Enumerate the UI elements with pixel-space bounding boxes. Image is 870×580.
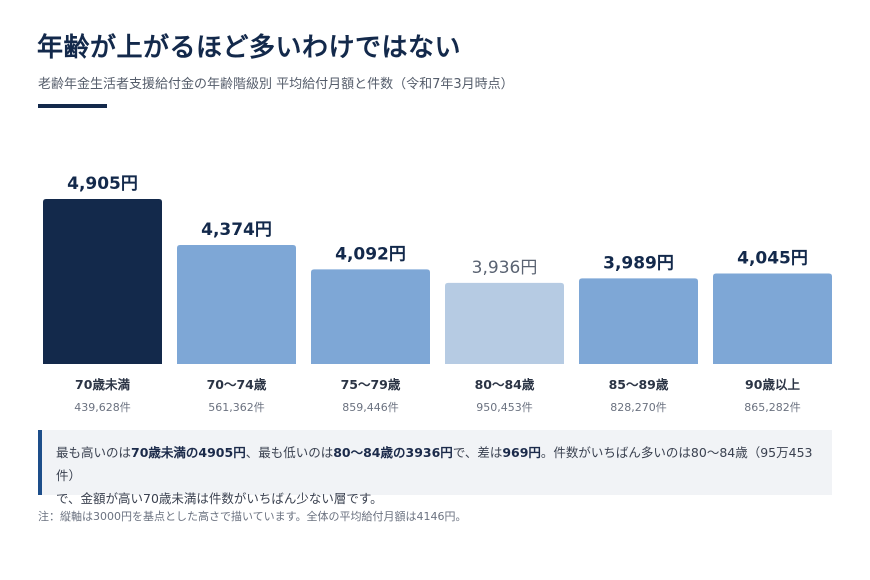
summary-line-2: で、金額が高い70歳未満は件数がいちばん少ない層です。	[56, 491, 383, 506]
page-title: 年齢が上がるほど多いわけではない	[37, 33, 462, 63]
bar-chart: 4,905円 70歳未満 439,628件 4,374円 70〜74歳 561,362件 4…	[43, 174, 832, 414]
bar	[445, 282, 564, 364]
bar-value-label: 4,374円	[201, 220, 272, 240]
bar	[43, 199, 162, 364]
summary-text: 、最も低いのは	[245, 445, 334, 460]
summary-highlight: 80〜84歳の3936円	[333, 445, 453, 460]
footnote: 注：縦軸は3000円を基点とした高さで描いています。全体の平均給付月額は4146…	[38, 510, 467, 523]
bar	[713, 273, 832, 364]
summary-line-1: 最も高いのは70歳未満の4905円、最も低いのは80〜84歳の3936円で、差は…	[56, 441, 818, 487]
bar	[311, 269, 430, 364]
count-label: 439,628件	[74, 401, 131, 414]
bar-value-label: 4,092円	[335, 244, 406, 264]
summary-highlight: 969円	[502, 445, 541, 460]
category-label: 80〜84歳	[475, 377, 535, 392]
bar-value-label: 4,045円	[737, 248, 808, 268]
category-label: 70歳未満	[75, 377, 130, 392]
bar	[579, 278, 698, 364]
count-label: 561,362件	[208, 401, 265, 414]
summary-text: 。件数がいちばん多いのは80〜84歳（95万453件）	[56, 445, 813, 483]
count-label: 865,282件	[744, 401, 801, 414]
bar	[177, 244, 296, 364]
summary-highlight: 70歳未満の4905円	[131, 445, 246, 460]
bar-value-label: 4,905円	[67, 174, 138, 194]
category-label: 70〜74歳	[207, 377, 267, 392]
category-label: 75〜79歳	[341, 377, 401, 392]
page-subtitle: 老齢年金生活者支援給付金の年齢階級別 平均給付月額と件数（令和7年3月時点）	[38, 77, 514, 92]
bar-value-label: 3,989円	[603, 253, 674, 273]
summary-note: 最も高いのは70歳未満の4905円、最も低いのは80〜84歳の3936円で、差は…	[38, 430, 832, 506]
count-label: 828,270件	[610, 401, 667, 414]
count-label: 859,446件	[342, 401, 399, 414]
summary-text: で、差は	[452, 445, 503, 460]
category-label: 90歳以上	[745, 377, 800, 392]
count-label: 950,453件	[476, 401, 533, 414]
bar-value-label: 3,936円	[472, 258, 538, 278]
summary-text: 最も高いのは	[56, 445, 132, 460]
title-underline	[38, 104, 107, 108]
category-label: 85〜89歳	[609, 377, 669, 392]
